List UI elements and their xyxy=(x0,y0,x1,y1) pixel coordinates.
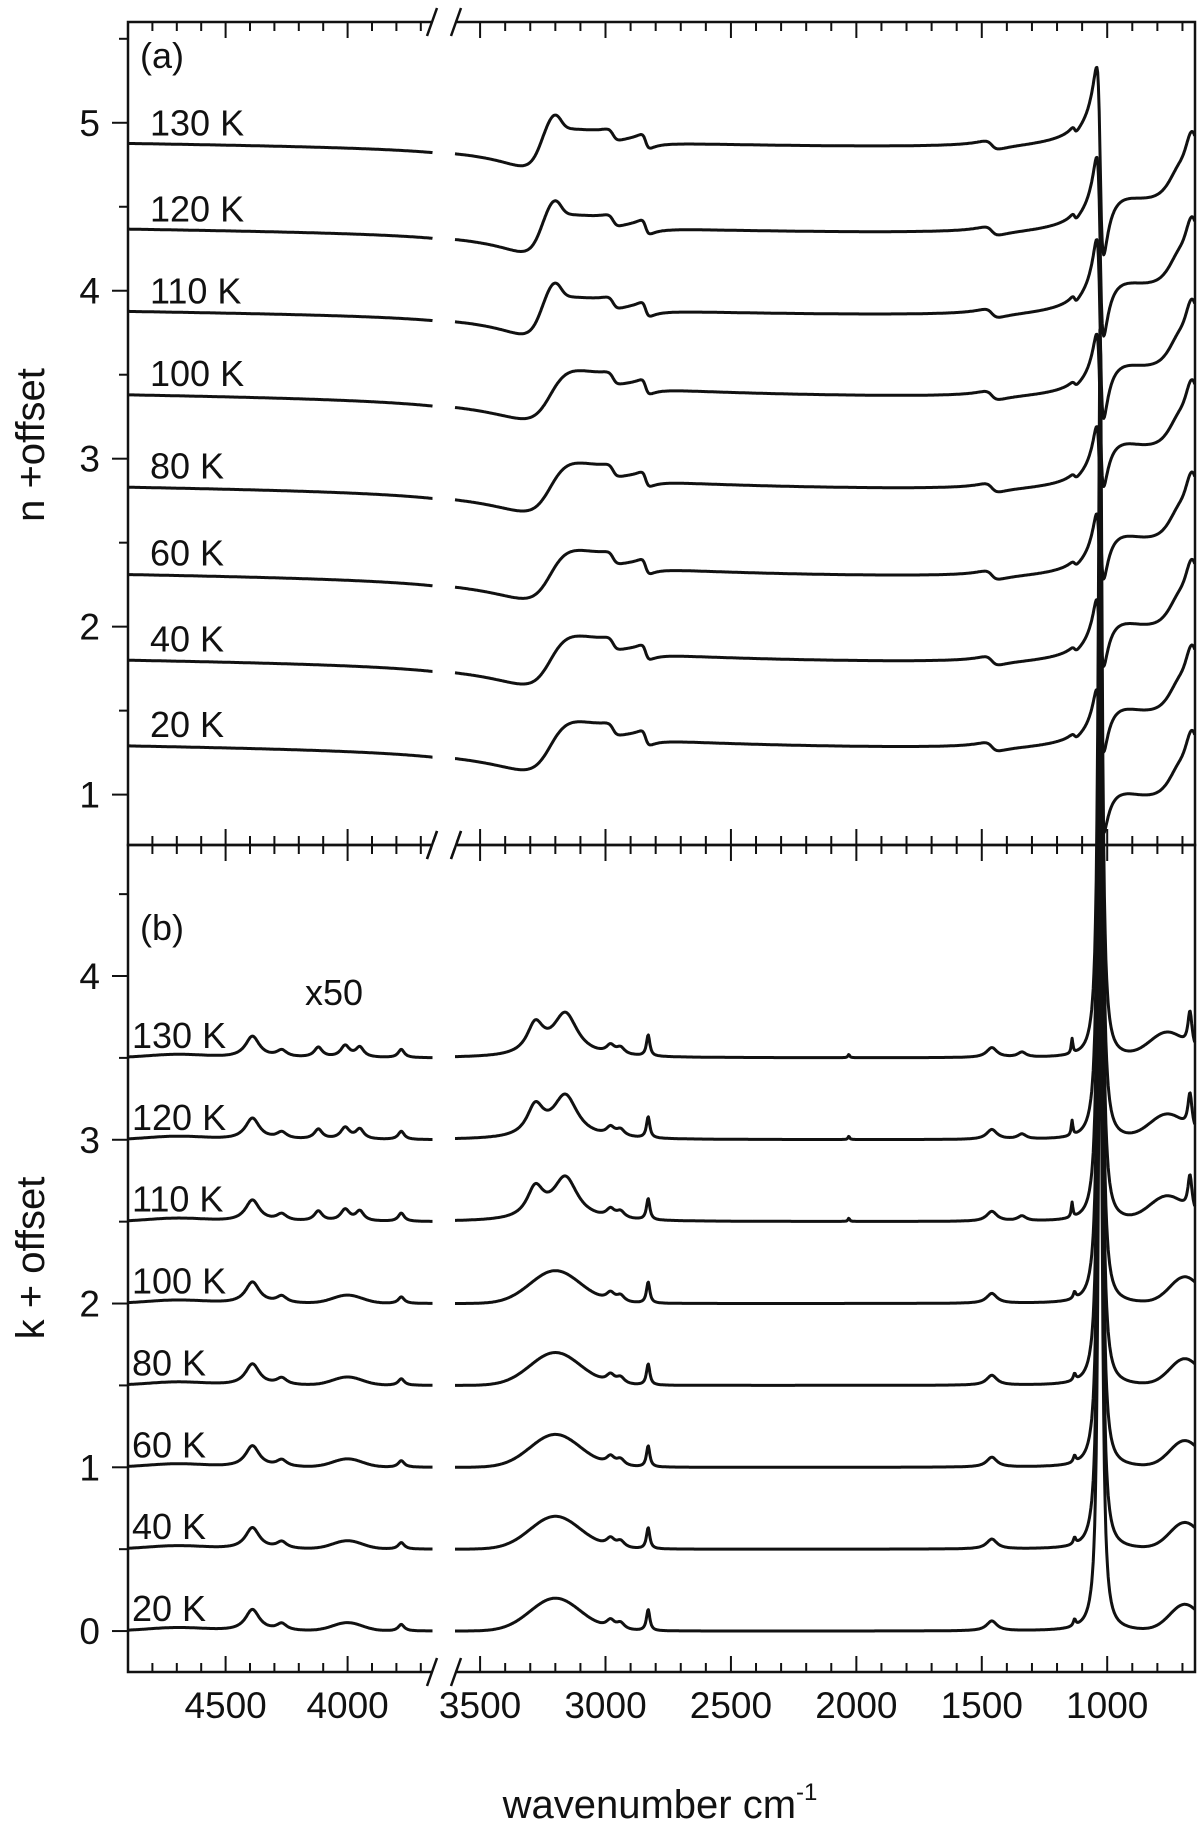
tick-marks xyxy=(112,22,1184,1672)
x-tick-label: 3500 xyxy=(439,1685,521,1726)
spectrum-line xyxy=(127,737,1196,1469)
spectrum-line xyxy=(127,901,1196,1633)
spectrum-line xyxy=(127,155,1197,338)
scale-annotation: x50 xyxy=(305,972,363,1013)
y-tick-label: 1 xyxy=(79,775,100,816)
curve-label: 100 K xyxy=(132,1261,226,1302)
x-axis-label-superscript: -1 xyxy=(796,1779,817,1806)
spectrum-line xyxy=(127,598,1197,754)
spectrum-line xyxy=(127,492,1197,1223)
y-tick-label: 5 xyxy=(79,103,100,144)
spectrum-line xyxy=(127,655,1196,1387)
curve-label: 20 K xyxy=(132,1588,206,1629)
spectrum-line xyxy=(127,688,1197,835)
spectrum-line xyxy=(127,332,1197,488)
spectrum-line xyxy=(127,410,1197,1141)
panel-label: (a) xyxy=(140,35,184,76)
x-axis-label: wavenumber cm-1 xyxy=(502,1779,818,1827)
panel-b-frame xyxy=(126,843,1197,1674)
y-tick-label: 3 xyxy=(79,439,100,480)
axis-break-stroke xyxy=(425,1657,439,1687)
axis-break-gap xyxy=(431,1669,457,1675)
y-tick-label: 2 xyxy=(79,607,100,648)
x-tick-label: 1000 xyxy=(1066,1685,1148,1726)
axis-break-stroke xyxy=(425,830,439,860)
axis-break-gap xyxy=(431,19,457,25)
y-axis-label-top: n +offset xyxy=(9,368,53,522)
y-tick-label: 1 xyxy=(79,1447,100,1488)
spectrum-line xyxy=(127,819,1196,1551)
axis-break-mark xyxy=(425,830,463,860)
y-tick-label: 2 xyxy=(79,1284,100,1325)
y-axis-label-bottom: k + offset xyxy=(9,1177,53,1340)
spectra-curves xyxy=(127,65,1197,1633)
y-tick-label: 3 xyxy=(79,1120,100,1161)
x-tick-label: 2500 xyxy=(690,1685,772,1726)
curve-label: 80 K xyxy=(132,1342,206,1383)
x-tick-label: 1500 xyxy=(941,1685,1023,1726)
x-axis-label-main: wavenumber cm xyxy=(502,1783,796,1827)
curve-label: 20 K xyxy=(150,704,224,745)
x-tick-label: 4500 xyxy=(184,1685,266,1726)
axis-break-stroke xyxy=(449,1657,463,1687)
axis-break-stroke xyxy=(425,7,439,37)
curve-label: 60 K xyxy=(150,533,224,574)
curve-label: 120 K xyxy=(150,188,244,229)
axis-break-stroke xyxy=(449,830,463,860)
curve-label: 40 K xyxy=(150,618,224,659)
y-tick-label: 4 xyxy=(79,956,100,997)
x-tick-label: 2000 xyxy=(815,1685,897,1726)
curve-label: 110 K xyxy=(132,1179,223,1220)
curve-label: 80 K xyxy=(150,445,224,486)
chart-text: 1 2 3 4 5 0 1 2 3 4 4500 4000 3500 3000 2500 2000 1500 10… xyxy=(9,35,1148,1827)
spectrum-line xyxy=(127,328,1197,1060)
curve-label: 120 K xyxy=(132,1097,226,1138)
axis-break-stroke xyxy=(449,7,463,37)
spectrum-line xyxy=(127,238,1197,420)
curve-label: 130 K xyxy=(132,1015,226,1056)
panel-label: (b) xyxy=(140,907,184,948)
curve-label: 130 K xyxy=(150,103,244,144)
x-tick-label: 3000 xyxy=(564,1685,646,1726)
y-tick-label: 4 xyxy=(79,271,100,312)
x-tick-label: 4000 xyxy=(306,1685,388,1726)
curve-label: 100 K xyxy=(150,353,244,394)
y-tick-label: 0 xyxy=(79,1611,100,1652)
curve-label: 110 K xyxy=(150,271,241,312)
axis-break-mark xyxy=(425,1657,463,1687)
spectrum-line xyxy=(127,65,1197,257)
spectrum-line xyxy=(127,512,1197,668)
spectrum-line xyxy=(127,574,1196,1305)
axis-break-gap xyxy=(431,842,457,848)
plot-frames xyxy=(126,7,1197,1687)
spectrum-line xyxy=(127,425,1197,581)
curve-label: 40 K xyxy=(132,1506,206,1547)
axis-break-mark xyxy=(425,7,463,37)
curve-label: 60 K xyxy=(132,1424,206,1465)
